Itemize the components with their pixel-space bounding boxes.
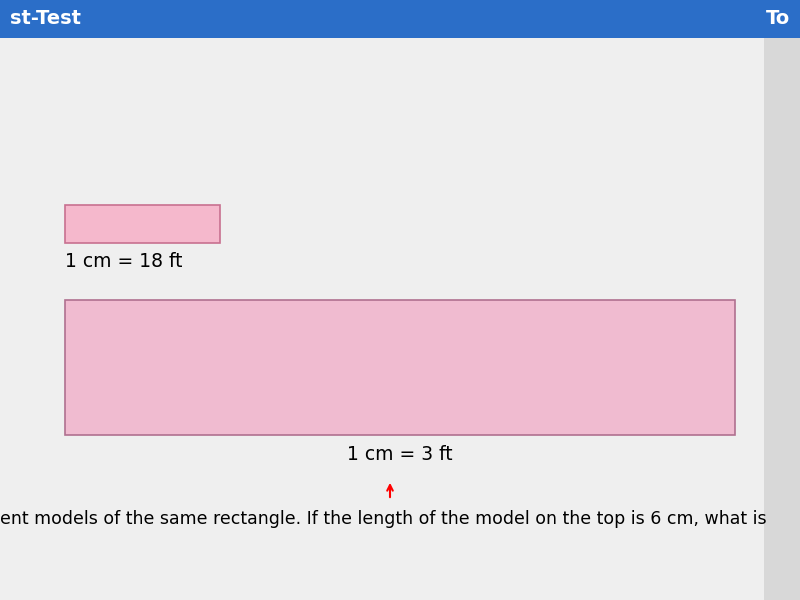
Text: st-Test: st-Test [10,10,81,28]
Text: To: To [766,10,790,28]
Bar [65,300,735,435]
Bar [65,205,220,243]
Bar [0,0,800,38]
Text: ent models of the same rectangle. If the length of the model on the top is 6 cm,: ent models of the same rectangle. If the… [0,510,766,528]
Text: 1 cm = 18 ft: 1 cm = 18 ft [65,252,182,271]
Text: 1 cm = 3 ft: 1 cm = 3 ft [347,445,453,464]
